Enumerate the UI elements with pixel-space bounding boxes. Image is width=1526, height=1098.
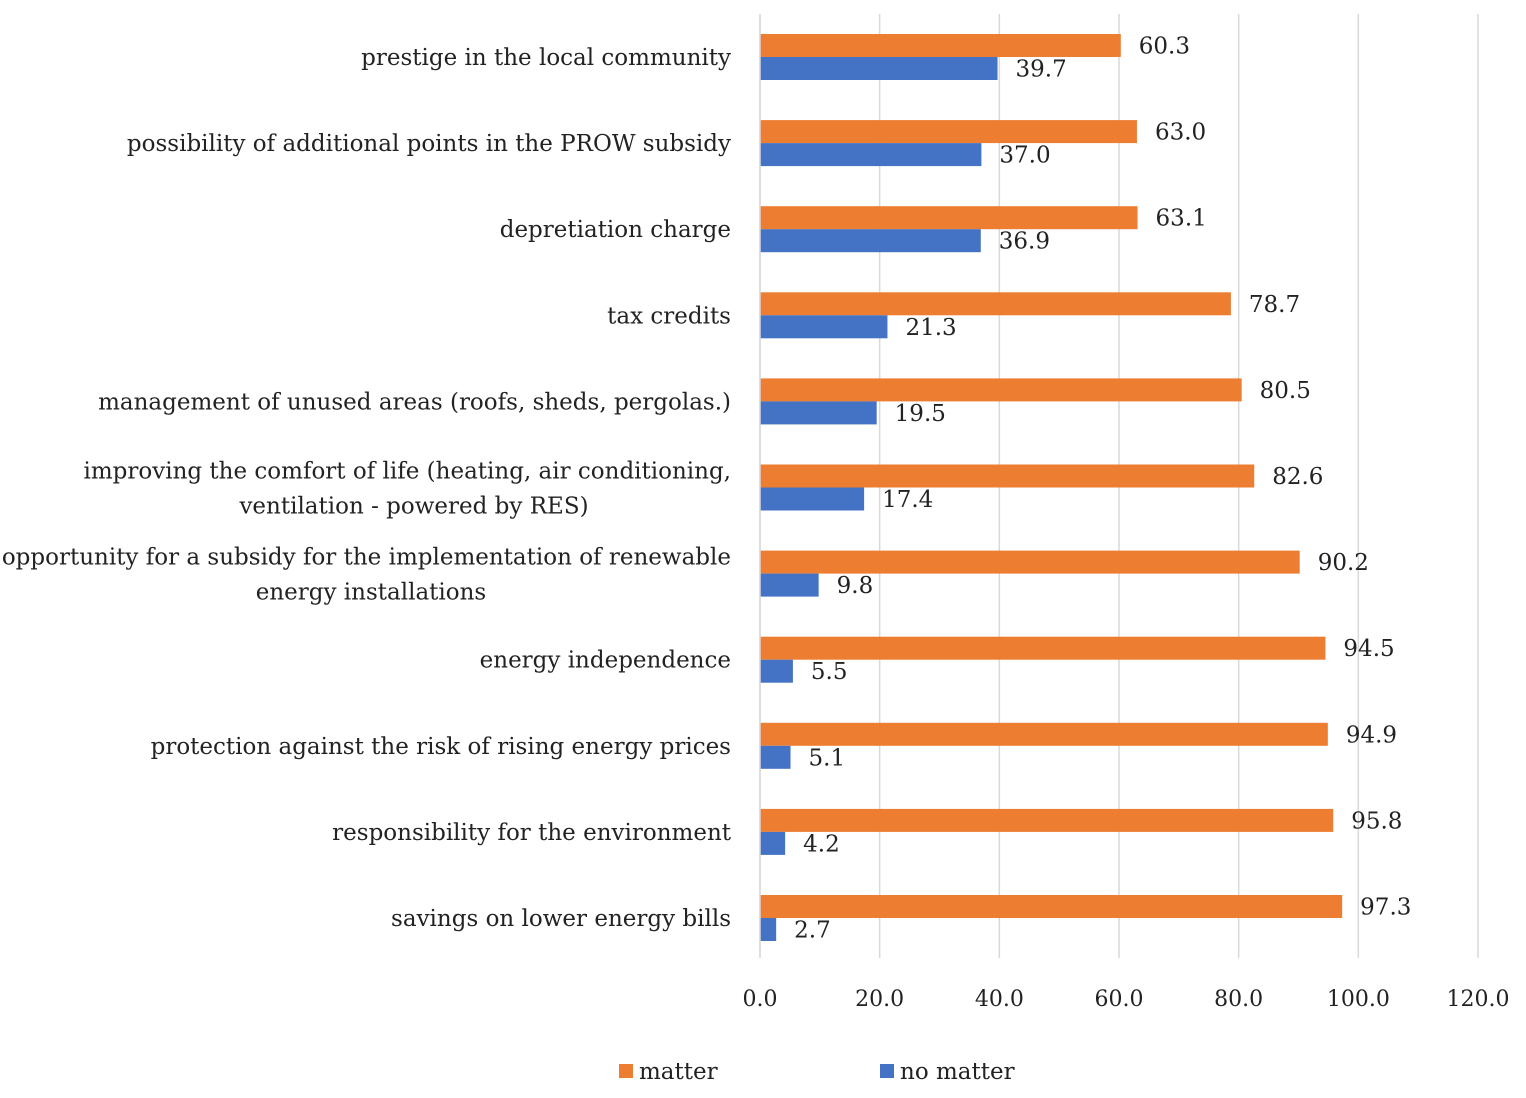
bar-no-matter [760,57,998,80]
bar-matter [760,378,1242,402]
x-tick-label: 80.0 [1214,987,1263,1012]
value-label: 5.1 [809,745,846,771]
bar-matter [760,550,1300,574]
labels: prestige in the local community 60.3 39.7 p… [2,34,1412,944]
value-label: 2.7 [794,918,831,944]
bars [760,34,1343,941]
bar-no-matter [760,918,777,941]
category-label-line: ventilation - powered by RES) [238,494,588,520]
category-label: prestige in the local community [361,45,731,71]
category-label-line: opportunity for a subsidy for the implem… [2,545,731,571]
value-label: 21.3 [905,315,956,341]
bar-no-matter [760,745,791,769]
category-label: savings on lower energy bills [391,906,731,932]
value-label: 90.2 [1318,550,1369,576]
x-tick-label: 60.0 [1095,987,1144,1012]
category-label: possibility of additional points in the … [127,131,731,157]
value-label: 63.0 [1155,120,1206,146]
bar-no-matter [760,659,793,683]
x-tick-label: 100.0 [1327,987,1390,1012]
value-label: 94.5 [1343,636,1394,662]
value-label: 63.1 [1156,206,1207,232]
legend-swatch [880,1064,894,1078]
value-label: 36.9 [999,229,1050,255]
value-label: 37.0 [999,143,1050,169]
x-tick-label: 120.0 [1447,987,1510,1012]
value-label: 82.6 [1272,464,1323,490]
bar-no-matter [760,229,981,253]
category-label-line: management of unused areas (roofs, sheds… [98,389,731,415]
category-label-line: tax credits [607,303,731,329]
value-label: 78.7 [1249,292,1300,318]
value-label: 95.8 [1351,808,1402,834]
bar-matter [760,464,1255,488]
bar-matter [760,722,1328,746]
value-label: 97.3 [1360,895,1411,921]
value-label: 9.8 [837,573,874,599]
value-label: 60.3 [1139,34,1190,60]
legend-label: matter [639,1059,718,1085]
bar-matter [760,120,1137,144]
value-label: 17.4 [882,487,933,513]
category-label-line: savings on lower energy bills [391,906,731,932]
category-label: energy independence [480,648,731,674]
bar-no-matter [760,487,865,511]
value-label: 4.2 [803,831,840,857]
value-label: 5.5 [811,659,848,685]
bar-no-matter [760,831,786,855]
category-label-line: energy installations [256,580,486,606]
category-label-line: possibility of additional points in the … [127,131,731,157]
category-label-line: energy independence [480,648,731,674]
category-label: responsibility for the environment [332,820,732,846]
value-label: 94.9 [1346,722,1397,748]
x-tick-label: 20.0 [855,987,904,1012]
category-label-line: responsibility for the environment [332,820,732,846]
category-label-line: improving the comfort of life (heating, … [84,459,732,485]
bar-matter [760,34,1121,57]
category-label: depretiation charge [500,217,731,243]
bar-no-matter [760,573,819,597]
category-label: improving the comfort of life (heating, … [84,459,732,520]
value-label: 80.5 [1260,378,1311,404]
legend-swatch [619,1064,633,1078]
category-label: management of unused areas (roofs, sheds… [98,389,731,415]
category-label-line: depretiation charge [500,217,731,243]
bar-matter [760,636,1326,660]
bar-matter [760,808,1334,832]
category-label-line: protection against the risk of rising en… [151,734,731,760]
category-label-line: prestige in the local community [361,45,731,71]
value-label: 19.5 [895,401,946,427]
legend-label: no matter [900,1059,1015,1085]
legend: matter no matter [619,1059,1015,1085]
x-tick-label: 40.0 [975,987,1024,1012]
x-tick-label: 0.0 [743,987,778,1012]
value-label: 39.7 [1016,57,1067,83]
bar-no-matter [760,315,888,339]
bar-matter [760,292,1231,316]
category-label: tax credits [607,303,731,329]
bar-matter [760,895,1343,918]
bar-no-matter [760,143,982,167]
category-label: opportunity for a subsidy for the implem… [2,545,731,606]
category-label: protection against the risk of rising en… [151,734,731,760]
x-axis: 0.0 20.0 40.0 60.0 80.0 100.0 120.0 [743,14,1510,1012]
bar-matter [760,206,1138,230]
bar-no-matter [760,401,877,425]
